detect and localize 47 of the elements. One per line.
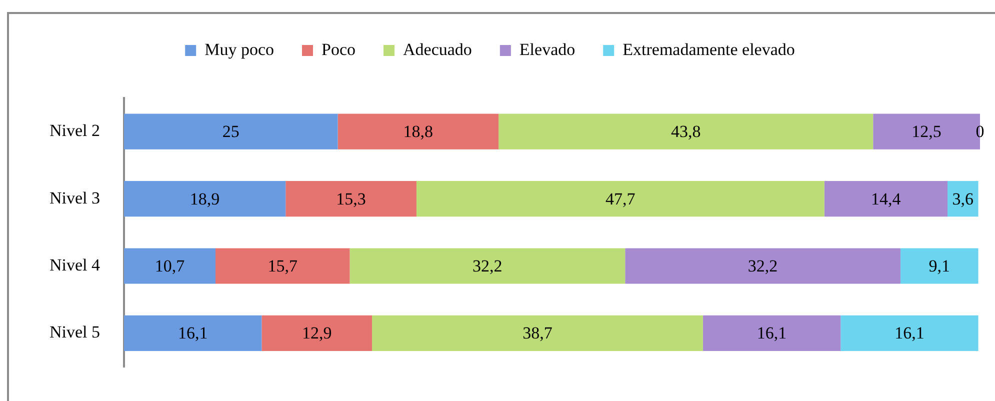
bar	[124, 114, 338, 150]
data-label: 16,1	[894, 324, 924, 343]
data-label: 16,1	[178, 324, 208, 343]
bar	[498, 114, 874, 150]
y-tick-label: Nivel 4	[49, 255, 100, 274]
bar	[372, 315, 703, 352]
data-label: 25	[222, 122, 240, 142]
bar	[350, 248, 626, 284]
data-label: 38,7	[522, 324, 553, 343]
bar	[900, 248, 978, 284]
bar	[625, 248, 900, 284]
data-label: 14,4	[871, 189, 902, 208]
bar	[216, 248, 350, 284]
bar	[702, 315, 841, 352]
data-label: 18,9	[190, 189, 220, 208]
y-tick-label: Nivel 3	[49, 188, 100, 208]
data-label: 9,1	[928, 256, 950, 276]
bar	[948, 180, 978, 217]
bar	[840, 315, 978, 352]
data-label: 10,7	[154, 256, 186, 276]
bar	[262, 315, 372, 352]
legend-label: Elevado	[519, 40, 576, 59]
data-label: 12,5	[912, 122, 942, 142]
data-label: 43,8	[670, 122, 701, 142]
data-label: 15,7	[268, 256, 298, 276]
bar	[124, 248, 216, 284]
data-label: 3,6	[952, 189, 974, 208]
data-label: 18,8	[403, 122, 434, 142]
legend-label: Muy poco	[204, 40, 274, 59]
legend-label: Extremadamente elevado	[622, 40, 795, 59]
data-label: 16,1	[756, 324, 787, 343]
data-label: 32,2	[472, 256, 502, 276]
bar	[338, 114, 499, 150]
data-label: 15,3	[336, 189, 366, 208]
bar	[286, 180, 416, 217]
bar	[824, 180, 948, 217]
legend-label: Adecuado	[403, 40, 472, 59]
bar	[124, 180, 286, 217]
data-label: 47,7	[606, 189, 636, 208]
legend-label: Poco	[322, 40, 356, 59]
y-tick-label: Nivel 2	[49, 121, 100, 140]
data-label: 32,2	[748, 256, 778, 276]
data-label: 12,9	[302, 324, 332, 343]
bar	[416, 180, 824, 217]
data-label: 0	[976, 122, 984, 142]
bar	[124, 315, 262, 352]
y-tick-label: Nivel 5	[49, 322, 100, 342]
